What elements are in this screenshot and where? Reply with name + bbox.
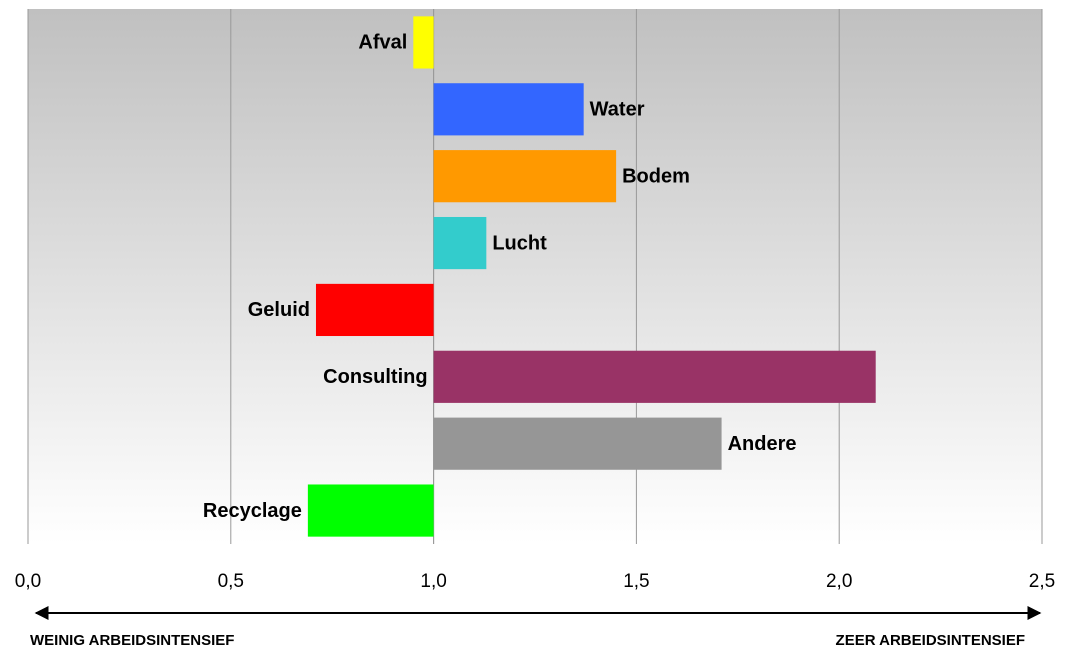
bar-label: Geluid (248, 299, 310, 321)
bar-label: Lucht (492, 232, 547, 254)
bar (413, 16, 434, 69)
bar (315, 283, 434, 337)
bar (433, 350, 876, 403)
bar (433, 150, 617, 203)
left-label: WEINIG ARBEIDSINTENSIEF (30, 632, 234, 649)
x-tick-label: 0,0 (15, 571, 41, 592)
x-tick-label: 1,5 (623, 571, 649, 592)
bar (433, 83, 584, 136)
bar (433, 417, 722, 470)
x-tick-label: 0,5 (218, 571, 244, 592)
x-tick-label: 1,0 (420, 571, 446, 592)
bar-label: Andere (728, 433, 797, 455)
bar (433, 216, 487, 270)
bar-label: Recyclage (203, 500, 302, 522)
x-tick-label: 2,5 (1029, 571, 1055, 592)
bar-label: Water (590, 99, 645, 121)
bar-label: Consulting (323, 366, 427, 388)
bar (307, 484, 434, 537)
bar-label: Afval (358, 32, 407, 54)
x-tick-label: 2,0 (826, 571, 852, 592)
bar-label: Bodem (622, 165, 690, 187)
right-label: ZEER ARBEIDSINTENSIEF (836, 632, 1025, 649)
